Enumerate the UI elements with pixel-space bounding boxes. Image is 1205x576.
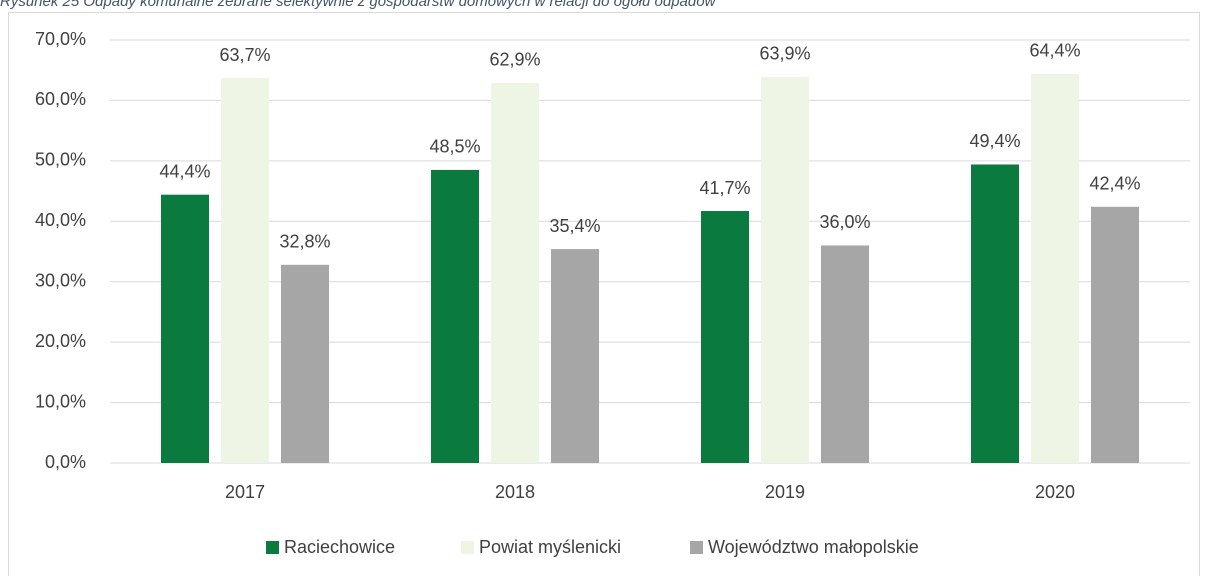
legend-swatch	[690, 541, 703, 554]
legend-swatch	[461, 541, 474, 554]
chart-title: Rysunek 25 Odpady komunalne zebrane sele…	[0, 0, 717, 10]
value-label: 63,9%	[759, 44, 810, 64]
y-tick-label: 10,0%	[35, 391, 86, 411]
bar	[221, 78, 269, 463]
y-tick-label: 30,0%	[35, 270, 86, 290]
legend-label: Powiat myślenicki	[479, 537, 621, 557]
y-tick-label: 70,0%	[35, 29, 86, 49]
x-tick-label: 2018	[495, 482, 535, 502]
value-label: 63,7%	[219, 45, 270, 65]
value-label: 41,7%	[699, 178, 750, 198]
value-label: 48,5%	[429, 137, 480, 157]
bar	[491, 82, 539, 463]
legend-label: Województwo małopolskie	[708, 537, 919, 557]
bar	[971, 164, 1019, 464]
x-tick-label: 2020	[1035, 482, 1075, 502]
y-tick-label: 20,0%	[35, 331, 86, 351]
bar	[551, 249, 599, 463]
bar	[1031, 73, 1079, 463]
bar	[701, 211, 749, 463]
value-label: 35,4%	[549, 216, 600, 236]
y-tick-label: 40,0%	[35, 210, 86, 230]
bar	[281, 264, 329, 463]
bar	[161, 194, 209, 463]
bar	[761, 76, 809, 464]
legend-label: Raciechowice	[284, 537, 395, 557]
y-tick-label: 60,0%	[35, 89, 86, 109]
x-tick-label: 2019	[765, 482, 805, 502]
legend-swatch	[266, 541, 279, 554]
value-label: 64,4%	[1029, 41, 1080, 61]
bar	[821, 245, 869, 463]
value-label: 32,8%	[279, 232, 330, 252]
value-label: 62,9%	[489, 50, 540, 70]
y-tick-label: 0,0%	[45, 452, 86, 472]
bar	[431, 169, 479, 463]
bar	[1091, 206, 1139, 464]
value-label: 42,4%	[1089, 174, 1140, 194]
y-tick-label: 50,0%	[35, 150, 86, 170]
value-label: 36,0%	[819, 212, 870, 232]
x-tick-label: 2017	[225, 482, 265, 502]
value-label: 49,4%	[969, 131, 1020, 151]
value-label: 44,4%	[159, 161, 210, 181]
